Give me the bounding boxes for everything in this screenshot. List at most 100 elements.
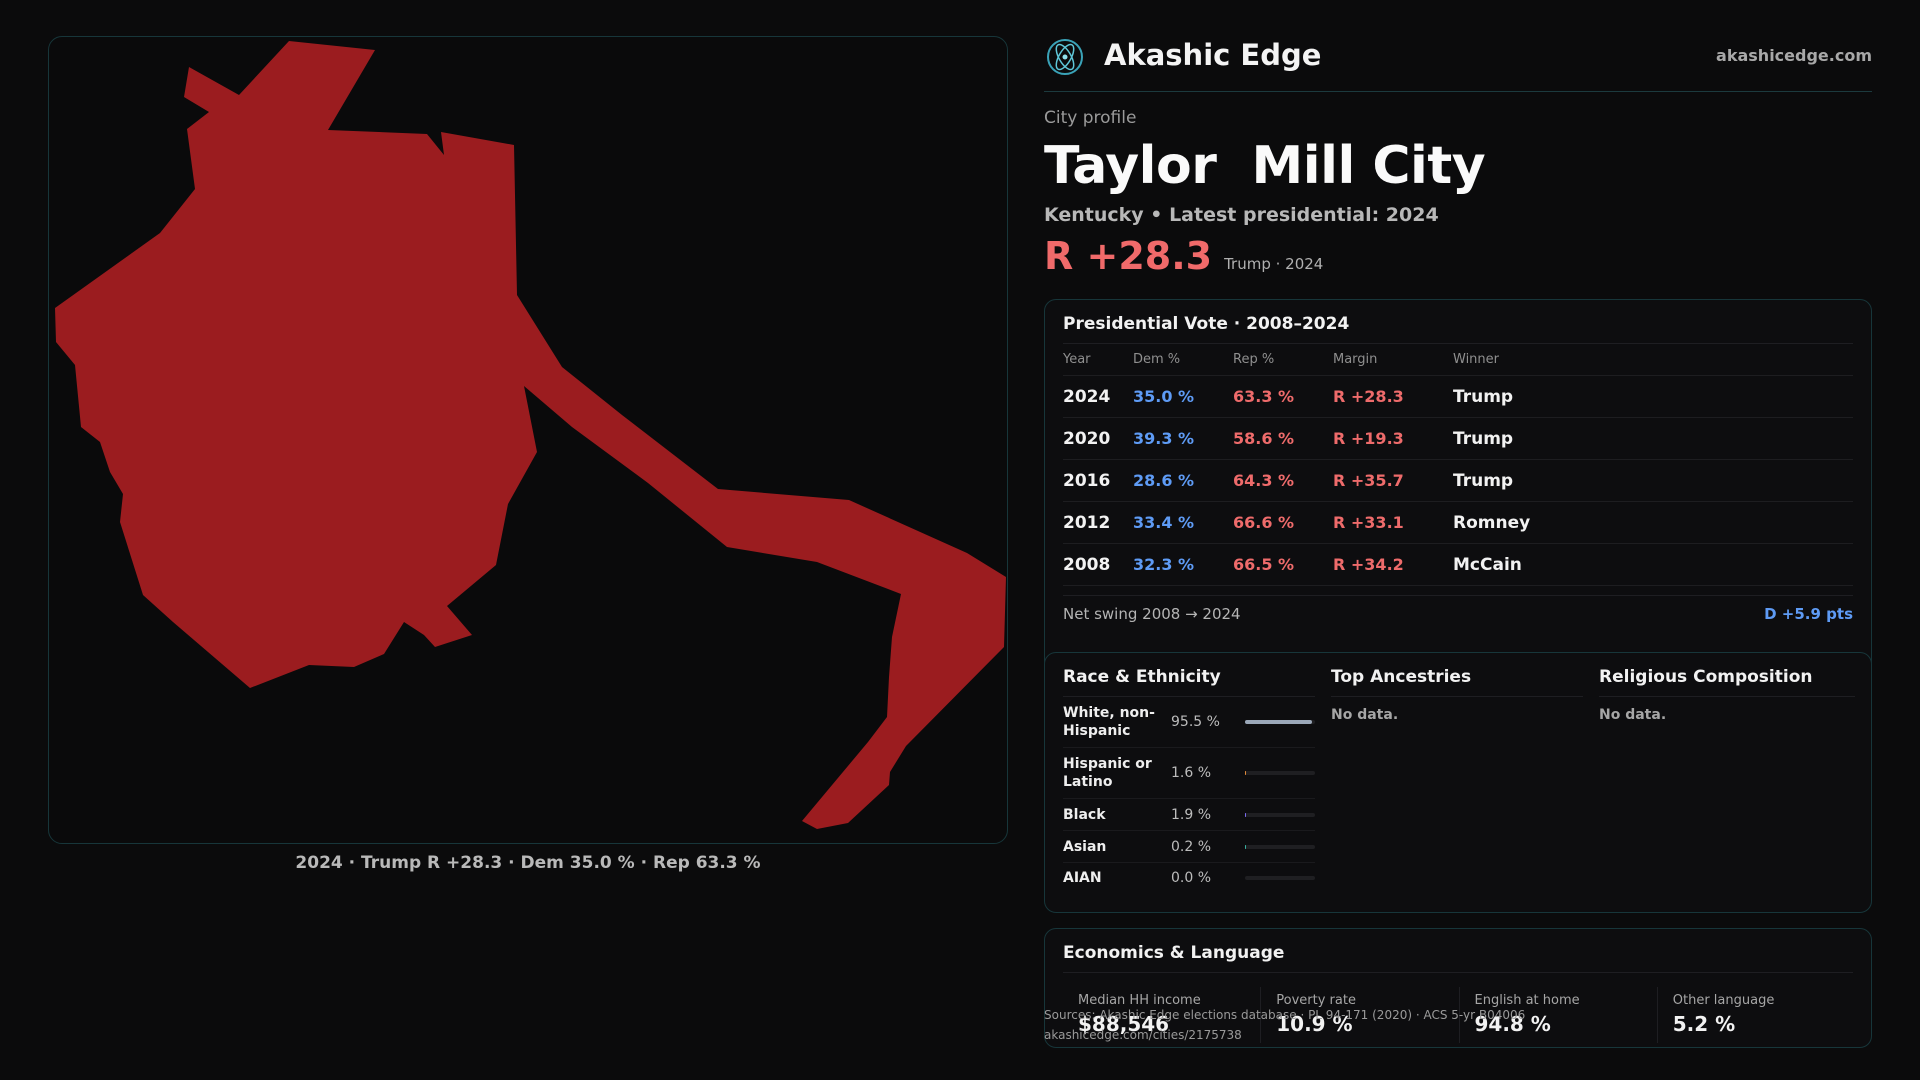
presidential-vote-card: Presidential Vote · 2008–2024 Year Dem %… — [1044, 299, 1872, 673]
city-boundary-map — [55, 41, 1006, 829]
race-pct: 0.2 % — [1171, 838, 1212, 855]
col-margin: Margin — [1333, 352, 1378, 367]
stat-cell: Median HH income $88,546 — [1063, 987, 1260, 1043]
margin-cell: R +19.3 — [1333, 429, 1404, 448]
race-pct: 95.5 % — [1171, 714, 1220, 730]
religion-section: Religious Composition No data. — [1599, 667, 1855, 723]
stat-value: 5.2 % — [1672, 1012, 1736, 1036]
rep-cell: 66.5 % — [1233, 555, 1295, 574]
stat-label: Poverty rate — [1276, 993, 1356, 1008]
map-caption: 2024 · Trump R +28.3 · Dem 35.0 % · Rep … — [295, 853, 761, 873]
site-link[interactable]: akashicedge.com — [1716, 46, 1872, 65]
race-row: AIAN 0.0 % — [1063, 863, 1315, 893]
religion-title: Religious Composition — [1599, 667, 1855, 697]
table-row: 2008 32.3 % 66.5 % R +34.2 McCain — [1063, 544, 1853, 586]
vote-card-title: Presidential Vote · 2008–2024 — [1063, 314, 1853, 344]
race-ethnicity-section: Race & Ethnicity White, non-Hispanic 95.… — [1063, 667, 1315, 893]
ancestry-empty: No data. — [1331, 707, 1399, 723]
source-text: Sources: Akashic Edge elections database… — [1044, 1008, 1526, 1022]
table-row: 2024 35.0 % 63.3 % R +28.3 Trump — [1063, 376, 1853, 418]
margin-cell: R +35.7 — [1333, 471, 1404, 490]
stat-label: Other language — [1672, 993, 1775, 1008]
race-bar — [1245, 771, 1315, 775]
race-bar-fill — [1245, 844, 1247, 849]
stat-cell: Other language 5.2 % — [1656, 987, 1855, 1043]
race-bar-fill — [1245, 812, 1247, 817]
winner-cell: McCain — [1453, 554, 1522, 575]
page-title: Taylor Mill City — [1044, 136, 1486, 196]
col-rep: Rep % — [1233, 352, 1275, 367]
margin-cell: R +34.2 — [1333, 555, 1404, 574]
race-label: Black — [1063, 806, 1106, 823]
dem-cell: 28.6 % — [1133, 471, 1195, 490]
latest-margin-value: R +28.3 — [1044, 234, 1213, 278]
dem-cell: 33.4 % — [1133, 513, 1195, 532]
stat-value: 94.8 % — [1474, 1012, 1551, 1036]
race-pct: 0.0 % — [1171, 870, 1212, 886]
page-subtitle: Kentucky • Latest presidential: 2024 — [1044, 204, 1439, 226]
rep-cell: 64.3 % — [1233, 471, 1295, 490]
margin-cell: R +28.3 — [1333, 387, 1404, 406]
race-row: Asian 0.2 % — [1063, 831, 1315, 863]
race-row: Black 1.9 % — [1063, 799, 1315, 831]
stat-value: 10.9 % — [1276, 1012, 1353, 1036]
table-row: 2020 39.3 % 58.6 % R +19.3 Trump — [1063, 418, 1853, 460]
stat-cell: English at home 94.8 % — [1458, 987, 1657, 1043]
race-bar — [1245, 876, 1315, 880]
year-cell: 2012 — [1063, 512, 1111, 533]
race-row: Hispanic or Latino 1.6 % — [1063, 748, 1315, 799]
demographics-card: Race & Ethnicity White, non-Hispanic 95.… — [1044, 652, 1872, 913]
col-winner: Winner — [1453, 352, 1500, 367]
latest-margin: R +28.3 Trump · 2024 — [1044, 234, 1872, 278]
ancestries-section: Top Ancestries No data. — [1331, 667, 1583, 723]
stat-cell: Poverty rate 10.9 % — [1260, 987, 1458, 1043]
race-pct: 1.6 % — [1171, 765, 1212, 781]
year-cell: 2024 — [1063, 386, 1111, 407]
net-swing-value: D +5.9 pts — [1764, 604, 1853, 623]
city-map — [48, 36, 1008, 844]
table-row: 2012 33.4 % 66.6 % R +33.1 Romney — [1063, 502, 1853, 544]
rep-cell: 63.3 % — [1233, 387, 1295, 406]
race-label: Asian — [1063, 838, 1107, 855]
race-bar — [1245, 812, 1315, 817]
race-bar — [1245, 844, 1315, 849]
net-swing: Net swing 2008 → 2024 D +5.9 pts — [1063, 595, 1853, 631]
year-cell: 2016 — [1063, 470, 1111, 491]
year-cell: 2020 — [1063, 428, 1111, 449]
profile-panel: Akashic Edge akashicedge.com City profil… — [1044, 36, 1872, 1048]
race-label: AIAN — [1063, 870, 1102, 886]
economics-stats: Median HH income $88,546 Poverty rate 10… — [1063, 987, 1855, 1043]
winner-cell: Trump — [1453, 428, 1514, 449]
ancestry-title: Top Ancestries — [1331, 667, 1583, 697]
economics-card: Economics & Language Median HH income $8… — [1044, 928, 1872, 1048]
margin-cell: R +33.1 — [1333, 513, 1404, 532]
race-label: White, non-Hispanic — [1063, 705, 1155, 739]
dem-cell: 32.3 % — [1133, 555, 1195, 574]
brand-name[interactable]: Akashic Edge — [1104, 38, 1322, 72]
rep-cell: 66.6 % — [1233, 513, 1295, 532]
profile-label: City profile — [1044, 108, 1137, 128]
dem-cell: 39.3 % — [1133, 429, 1195, 448]
source-url[interactable]: akashicedge.com/cities/2175738 — [1044, 1028, 1242, 1042]
header: Akashic Edge akashicedge.com — [1044, 36, 1872, 92]
race-bar-fill — [1245, 771, 1247, 775]
race-bar-fill — [1245, 720, 1312, 724]
col-year: Year — [1063, 352, 1091, 367]
atom-logo-icon[interactable] — [1046, 38, 1084, 76]
race-label: Hispanic or Latino — [1063, 756, 1152, 790]
year-cell: 2008 — [1063, 554, 1111, 575]
winner-cell: Trump — [1453, 386, 1514, 407]
religion-empty: No data. — [1599, 707, 1667, 723]
source-footer: Sources: Akashic Edge elections database… — [1044, 1005, 1872, 1045]
economics-title: Economics & Language — [1063, 943, 1853, 973]
winner-cell: Trump — [1453, 470, 1514, 491]
city-boundary-shape — [55, 41, 1006, 829]
col-dem: Dem % — [1133, 352, 1181, 367]
winner-cell: Romney — [1453, 512, 1531, 533]
race-pct: 1.9 % — [1171, 806, 1212, 823]
dem-cell: 35.0 % — [1133, 387, 1195, 406]
net-swing-label: Net swing 2008 → 2024 — [1063, 604, 1241, 623]
vote-table-header: Year Dem % Rep % Margin Winner — [1063, 344, 1853, 376]
rep-cell: 58.6 % — [1233, 429, 1295, 448]
stat-value: $88,546 — [1078, 1012, 1170, 1036]
